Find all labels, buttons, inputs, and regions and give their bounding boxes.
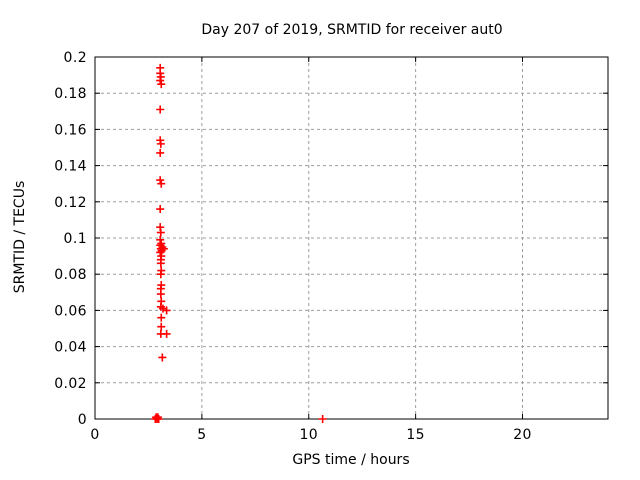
x-tick-label: 10 (299, 427, 318, 443)
data-point-marker (156, 105, 165, 114)
y-tick-label: 0.18 (54, 86, 87, 102)
data-point-marker (156, 148, 165, 157)
x-axis-label: GPS time / hours (292, 452, 410, 468)
y-tick-label: 0.12 (54, 195, 87, 211)
data-point-marker (153, 413, 162, 422)
data-point-marker (318, 415, 327, 423)
data-point-marker (156, 139, 165, 148)
y-axis-label: SRMTID / TECUs (12, 180, 28, 294)
x-tick-label: 0 (90, 427, 99, 443)
y-tick-label: 0.16 (54, 122, 87, 138)
data-point-marker (156, 259, 165, 268)
data-point-marker (156, 290, 165, 299)
data-point-marker (156, 270, 165, 279)
x-tick-label: 15 (406, 427, 425, 443)
data-point-marker (156, 228, 165, 237)
plot-border (94, 56, 609, 420)
data-point-marker (156, 76, 165, 85)
data-point-marker (157, 179, 166, 188)
data-point-marker (162, 306, 171, 315)
data-point-marker (157, 322, 166, 331)
x-tick-label: 5 (197, 427, 206, 443)
data-point-marker (157, 313, 166, 322)
data-point-marker (158, 304, 167, 313)
data-point-marker (158, 353, 167, 362)
chart-title: Day 207 of 2019, SRMTID for receiver aut… (201, 22, 503, 38)
y-tick-label: 0.04 (54, 340, 87, 356)
y-tick-label: 0.2 (64, 50, 87, 66)
y-tick-label: 0.06 (54, 303, 87, 319)
data-point-marker (154, 415, 163, 423)
x-tick-label: 20 (513, 427, 532, 443)
y-tick-label: 0 (78, 412, 87, 428)
data-point-marker (156, 248, 165, 257)
y-tick-label: 0.08 (54, 267, 87, 283)
y-tick-label: 0.02 (54, 376, 87, 392)
data-point-marker (156, 176, 165, 185)
data-point-marker (162, 329, 171, 338)
data-point-marker (156, 205, 165, 214)
data-point-marker (157, 80, 166, 89)
y-tick-label: 0.1 (64, 231, 87, 247)
y-tick-label: 0.14 (54, 159, 87, 175)
